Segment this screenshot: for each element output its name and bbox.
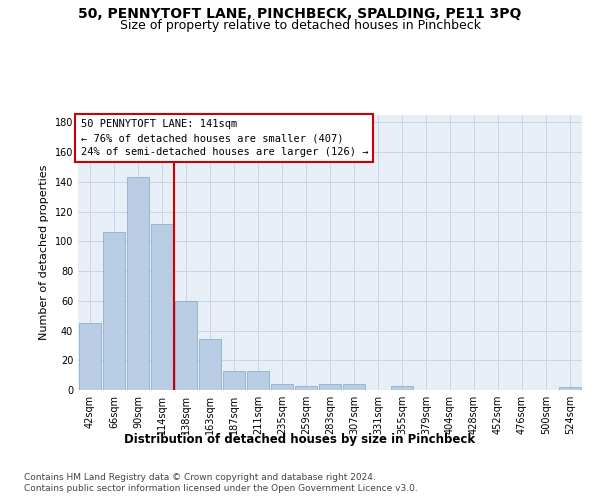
Text: Contains HM Land Registry data © Crown copyright and database right 2024.: Contains HM Land Registry data © Crown c… — [24, 472, 376, 482]
Text: 50, PENNYTOFT LANE, PINCHBECK, SPALDING, PE11 3PQ: 50, PENNYTOFT LANE, PINCHBECK, SPALDING,… — [79, 8, 521, 22]
Text: Contains public sector information licensed under the Open Government Licence v3: Contains public sector information licen… — [24, 484, 418, 493]
Text: Distribution of detached houses by size in Pinchbeck: Distribution of detached houses by size … — [124, 432, 476, 446]
Bar — [151, 224, 173, 390]
Bar — [223, 370, 245, 390]
Bar — [271, 384, 293, 390]
Bar — [247, 370, 269, 390]
Text: 50 PENNYTOFT LANE: 141sqm
← 76% of detached houses are smaller (407)
24% of semi: 50 PENNYTOFT LANE: 141sqm ← 76% of detac… — [80, 119, 368, 157]
Bar — [319, 384, 341, 390]
Text: Size of property relative to detached houses in Pinchbeck: Size of property relative to detached ho… — [119, 18, 481, 32]
Bar — [79, 323, 101, 390]
Bar — [559, 387, 581, 390]
Bar — [391, 386, 413, 390]
Bar — [199, 340, 221, 390]
Bar — [103, 232, 125, 390]
Bar — [295, 386, 317, 390]
Bar — [175, 301, 197, 390]
Bar — [343, 384, 365, 390]
Y-axis label: Number of detached properties: Number of detached properties — [39, 165, 49, 340]
Bar — [127, 178, 149, 390]
